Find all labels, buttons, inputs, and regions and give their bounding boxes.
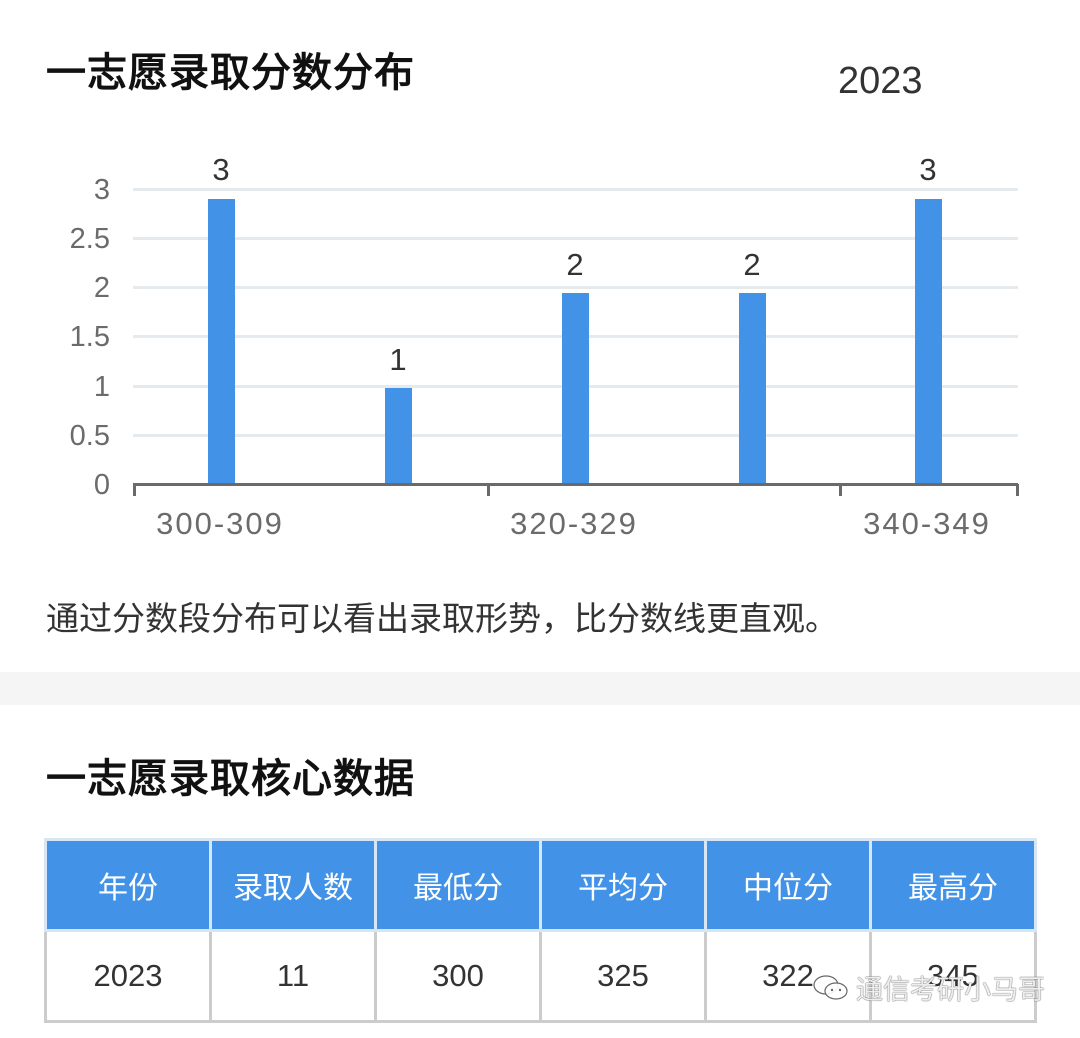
table-header-row: 年份 录取人数 最低分 平均分 中位分 最高分 (44, 838, 1037, 932)
x-tick-label: 340-349 (863, 506, 991, 541)
cell-avg-score: 325 (539, 929, 707, 1023)
watermark-text: 通信考研小马哥 (856, 975, 1045, 1006)
header-median-score: 中位分 (704, 838, 872, 932)
y-tick: 3 (93, 174, 110, 206)
gridline (133, 237, 1018, 240)
bar-320-329 (562, 293, 589, 484)
header-year: 年份 (44, 838, 212, 932)
x-tick-mark (133, 484, 136, 496)
x-tick-mark (1016, 484, 1019, 496)
watermark: 通信考研小马哥 (812, 968, 1045, 1007)
gridline (133, 188, 1018, 191)
y-tick: 2.5 (69, 223, 110, 255)
gridline (133, 286, 1018, 289)
section-divider (0, 672, 1080, 705)
bar-value-label: 3 (212, 152, 230, 187)
y-tick: 1 (93, 371, 110, 403)
y-tick: 0 (93, 469, 110, 501)
header-avg-score: 平均分 (539, 838, 707, 932)
header-max-score: 最高分 (869, 838, 1037, 932)
bar-330-339 (739, 293, 766, 484)
x-axis (133, 483, 1018, 486)
wechat-icon (813, 974, 848, 1000)
cell-admitted-count: 11 (209, 929, 377, 1023)
x-tick-label: 320-329 (510, 506, 638, 541)
header-min-score: 最低分 (374, 838, 542, 932)
x-tick-mark (839, 484, 842, 496)
cell-max-score: 345 (869, 929, 1037, 1023)
cell-min-score: 300 (374, 929, 542, 1023)
x-tick-mark (487, 484, 490, 496)
score-distribution-chart: 0 0.5 1 1.5 2 2.5 3 3 1 2 2 3 300-309 32… (0, 150, 1080, 550)
core-data-title: 一志愿录取核心数据 (46, 756, 415, 802)
bar-340-349 (915, 199, 942, 484)
y-tick: 0.5 (69, 420, 110, 452)
core-data-table: 年份 录取人数 最低分 平均分 中位分 最高分 2023 11 300 325 … (44, 838, 1037, 1023)
bar-300-309 (208, 199, 235, 484)
bar-310-319 (385, 388, 412, 484)
chart-caption: 通过分数段分布可以看出录取形势，比分数线更直观。 (46, 599, 838, 638)
y-tick: 2 (93, 272, 110, 304)
distribution-title: 一志愿录取分数分布 (46, 50, 415, 96)
x-tick-label: 300-309 (156, 506, 284, 541)
cell-median-score: 322 (704, 929, 872, 1023)
bar-value-label: 1 (389, 342, 407, 377)
table-row: 2023 11 300 325 322 345 (44, 929, 1037, 1023)
bar-value-label: 2 (566, 247, 584, 282)
year-label: 2023 (838, 60, 923, 102)
bar-value-label: 3 (919, 152, 937, 187)
y-tick: 1.5 (69, 321, 110, 353)
bar-value-label: 2 (743, 247, 761, 282)
cell-year: 2023 (44, 929, 212, 1023)
header-admitted-count: 录取人数 (209, 838, 377, 932)
